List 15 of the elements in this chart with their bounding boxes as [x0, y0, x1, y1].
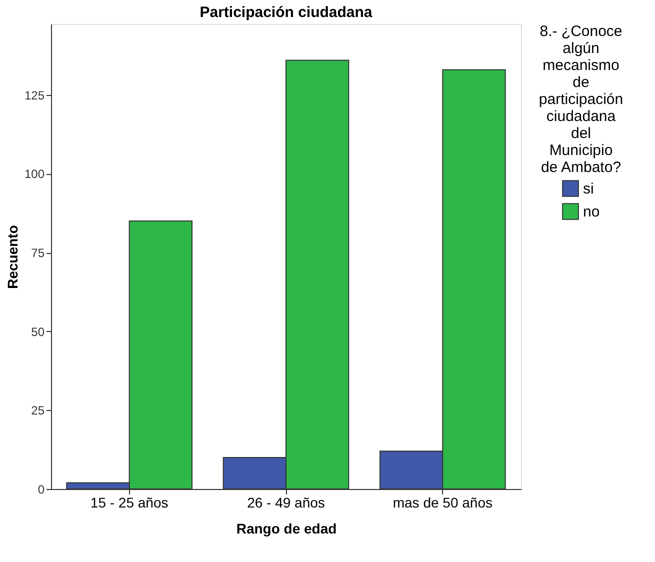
legend-label: no [583, 204, 600, 220]
y-tick-label: 25 [31, 404, 45, 418]
y-tick-label: 0 [38, 482, 45, 496]
legend-label: si [583, 180, 594, 198]
y-axis-title: Recuento [4, 225, 20, 289]
y-tick-label: 100 [24, 167, 45, 182]
x-tick-label: mas de 50 años [392, 494, 492, 510]
x-tick-label: 26 - 49 años [247, 494, 325, 510]
text: 8.- ¿Conoce algún mecanismo de participación ciudadana del Municipio de Ambato? [538, 23, 624, 176]
y-tick-label: 75 [31, 246, 45, 260]
y-tick-label: 50 [31, 324, 45, 339]
x-axis-title: Rango de edad [236, 520, 337, 536]
x-tick-label: 15 - 25 años [90, 494, 168, 510]
chart-title: Participación ciudadana [200, 4, 373, 21]
y-tick-label: 125 [24, 88, 45, 102]
